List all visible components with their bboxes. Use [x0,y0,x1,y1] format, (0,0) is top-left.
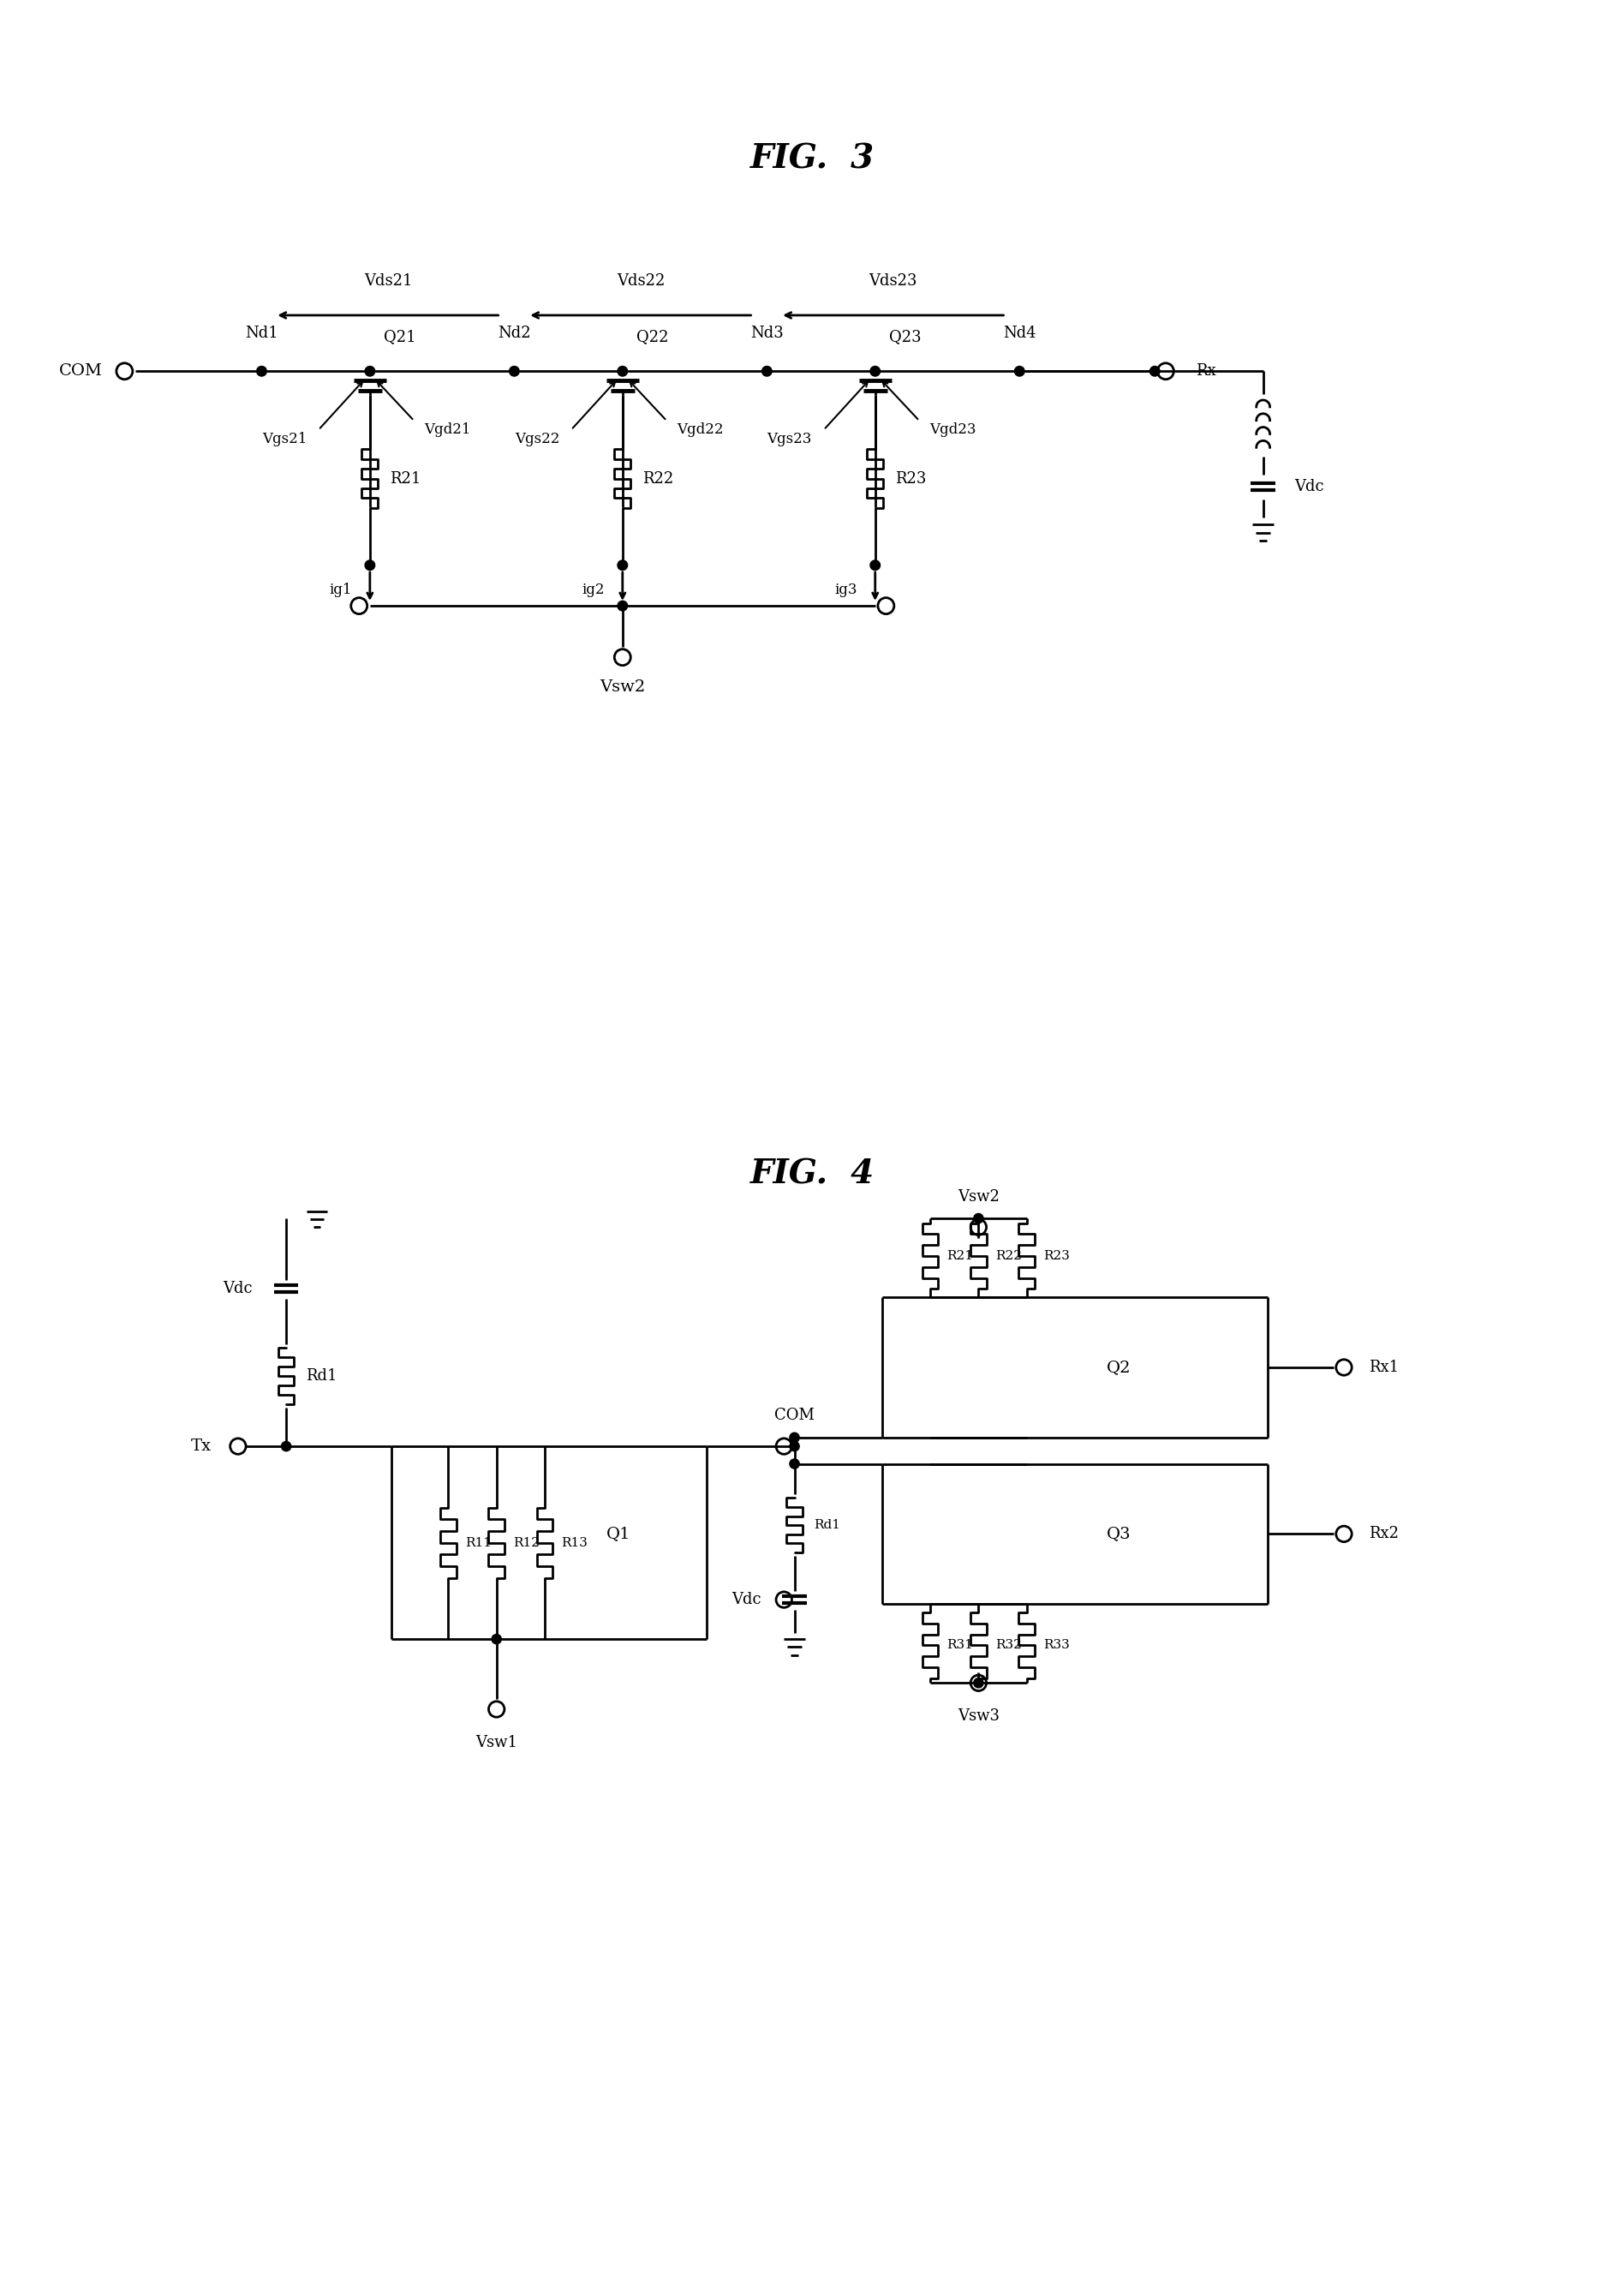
Circle shape [974,1212,983,1224]
Text: R11: R11 [464,1536,492,1550]
Text: FIG.  4: FIG. 4 [750,1158,874,1192]
Text: ig2: ig2 [581,583,604,597]
Circle shape [510,367,520,376]
Text: Vgd22: Vgd22 [677,422,723,438]
Text: Vsw2: Vsw2 [599,679,645,695]
Text: R22: R22 [996,1251,1021,1263]
Text: Rx2: Rx2 [1369,1527,1398,1541]
Circle shape [257,367,266,376]
Circle shape [870,367,880,376]
Text: Vgs22: Vgs22 [515,431,559,447]
Text: COM: COM [775,1408,815,1424]
Circle shape [617,367,627,376]
Text: Vds23: Vds23 [869,273,918,289]
Text: Vdc: Vdc [1294,479,1324,495]
Text: Q22: Q22 [637,328,667,344]
Text: Rd1: Rd1 [814,1520,840,1531]
Text: Vdc: Vdc [222,1281,253,1297]
Circle shape [789,1443,799,1452]
Text: Rx1: Rx1 [1369,1361,1398,1374]
Text: COM: COM [60,362,102,378]
Text: R23: R23 [895,472,926,485]
Text: Nd2: Nd2 [497,326,531,342]
Text: R21: R21 [390,472,421,485]
Text: Q1: Q1 [606,1527,630,1541]
Text: Vgs21: Vgs21 [261,431,307,447]
Text: Vds21: Vds21 [364,273,412,289]
Circle shape [1015,367,1025,376]
Text: ig3: ig3 [835,583,857,597]
Text: R12: R12 [513,1536,539,1550]
Text: Vsw1: Vsw1 [476,1734,518,1750]
Text: Vgs23: Vgs23 [767,431,812,447]
Text: R23: R23 [1043,1251,1070,1263]
Circle shape [789,1459,799,1468]
Text: Q21: Q21 [383,328,416,344]
Text: Vsw2: Vsw2 [958,1190,999,1203]
Circle shape [974,1677,983,1689]
Text: Rx: Rx [1195,362,1216,378]
Text: Rd1: Rd1 [305,1367,336,1383]
Circle shape [789,1433,799,1443]
Text: FIG.  3: FIG. 3 [750,144,874,175]
Text: Nd3: Nd3 [750,326,783,342]
Circle shape [870,561,880,570]
Circle shape [281,1443,291,1452]
Text: R21: R21 [947,1251,973,1263]
Text: ig1: ig1 [330,583,352,597]
Circle shape [617,561,627,570]
Text: Nd4: Nd4 [1004,326,1036,342]
Text: Tx: Tx [192,1438,211,1454]
Text: Nd1: Nd1 [245,326,278,342]
Text: R31: R31 [947,1639,973,1652]
Text: Vdc: Vdc [731,1593,762,1607]
Circle shape [617,602,627,611]
Text: Q2: Q2 [1106,1361,1130,1374]
Text: R13: R13 [562,1536,588,1550]
Circle shape [1150,367,1160,376]
Circle shape [762,367,771,376]
Text: Vds22: Vds22 [617,273,664,289]
Circle shape [365,561,375,570]
Text: Q23: Q23 [888,328,921,344]
Text: R22: R22 [643,472,674,485]
Circle shape [365,367,375,376]
Text: R32: R32 [996,1639,1021,1652]
Text: Vgd21: Vgd21 [424,422,471,438]
Text: Vgd23: Vgd23 [929,422,976,438]
Text: R33: R33 [1043,1639,1070,1652]
Text: Q3: Q3 [1106,1527,1130,1541]
Text: Vsw3: Vsw3 [958,1709,999,1723]
Circle shape [492,1634,502,1643]
